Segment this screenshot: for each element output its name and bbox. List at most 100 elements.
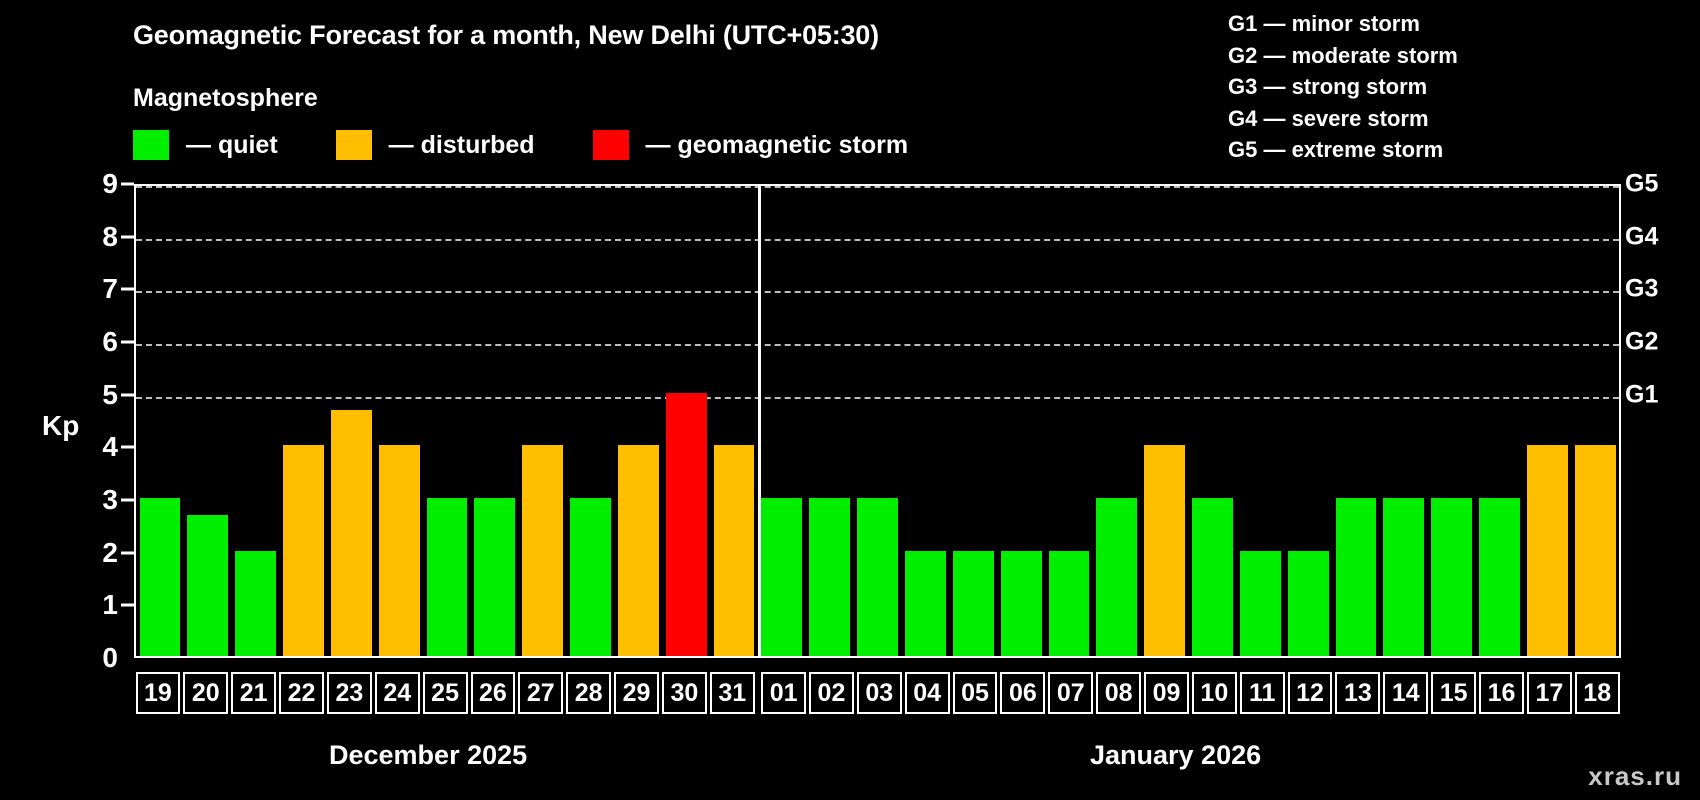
bar-day-05[interactable] xyxy=(952,550,994,656)
y-tick-label-0: 0 xyxy=(102,642,118,673)
bar-day-21[interactable] xyxy=(235,550,277,656)
day-label-07[interactable]: 07 xyxy=(1048,672,1094,714)
bar-day-18[interactable] xyxy=(1574,445,1616,656)
day-label-29[interactable]: 29 xyxy=(614,672,659,714)
bar-day-15[interactable] xyxy=(1431,498,1473,656)
bar-day-26[interactable] xyxy=(474,498,516,656)
bar-day-19[interactable] xyxy=(139,498,181,656)
day-label-17[interactable]: 17 xyxy=(1526,672,1572,714)
bar-day-31[interactable] xyxy=(713,445,755,656)
day-label-04[interactable]: 04 xyxy=(904,672,950,714)
day-label-24[interactable]: 24 xyxy=(374,672,420,714)
y-tick-mark-8 xyxy=(121,235,134,239)
legend-item-quiet: — quiet xyxy=(133,130,278,160)
bar-day-27[interactable] xyxy=(522,445,564,656)
y-tick-label-8: 8 xyxy=(102,220,118,252)
day-label-01[interactable]: 01 xyxy=(761,672,807,714)
day-label-30[interactable]: 30 xyxy=(661,672,707,714)
bar-day-09[interactable] xyxy=(1144,445,1186,656)
day-label-02[interactable]: 02 xyxy=(809,672,854,714)
bar-cell[interactable] xyxy=(997,186,1045,656)
bar-cell[interactable] xyxy=(614,186,662,656)
day-label-21[interactable]: 21 xyxy=(231,672,277,714)
bar-cell[interactable] xyxy=(949,186,997,656)
bar-cell[interactable] xyxy=(1428,186,1476,656)
day-label-26[interactable]: 26 xyxy=(470,672,516,714)
bar-day-14[interactable] xyxy=(1383,498,1425,656)
day-label-22[interactable]: 22 xyxy=(279,672,324,714)
day-label-19[interactable]: 19 xyxy=(135,672,181,714)
bar-cell[interactable] xyxy=(758,186,806,656)
g-axis: G1 G2 G3 G4 G5 xyxy=(1625,170,1700,658)
bar-cell[interactable] xyxy=(375,186,423,656)
bar-day-07[interactable] xyxy=(1048,550,1090,656)
bar-cell[interactable] xyxy=(519,186,567,656)
bar-day-20[interactable] xyxy=(187,515,229,656)
bar-cell[interactable] xyxy=(471,186,519,656)
day-label-31[interactable]: 31 xyxy=(709,672,755,714)
day-label-28[interactable]: 28 xyxy=(566,672,612,714)
day-label-25[interactable]: 25 xyxy=(422,672,468,714)
bar-cell[interactable] xyxy=(280,186,328,656)
bar-day-25[interactable] xyxy=(426,498,468,656)
day-label-13[interactable]: 13 xyxy=(1335,672,1381,714)
day-label-20[interactable]: 20 xyxy=(183,672,229,714)
bar-day-11[interactable] xyxy=(1239,550,1281,656)
bar-day-10[interactable] xyxy=(1192,498,1233,656)
bar-day-29[interactable] xyxy=(617,445,659,656)
day-label-10[interactable]: 10 xyxy=(1191,672,1237,714)
day-label-23[interactable]: 23 xyxy=(326,672,372,714)
bar-cell[interactable] xyxy=(1141,186,1189,656)
bar-cell[interactable] xyxy=(806,186,854,656)
day-label-06[interactable]: 06 xyxy=(1000,672,1046,714)
bar-day-08[interactable] xyxy=(1096,498,1138,656)
day-label-15[interactable]: 15 xyxy=(1431,672,1477,714)
bar-cell[interactable] xyxy=(1284,186,1332,656)
day-label-05[interactable]: 05 xyxy=(952,672,998,714)
bar-cell[interactable] xyxy=(1571,186,1619,656)
bar-cell[interactable] xyxy=(1045,186,1093,656)
bar-cell[interactable] xyxy=(232,186,280,656)
day-label-16[interactable]: 16 xyxy=(1479,672,1524,714)
bar-cell[interactable] xyxy=(1476,186,1524,656)
bar-day-12[interactable] xyxy=(1287,550,1329,656)
bar-cell[interactable] xyxy=(1523,186,1571,656)
bar-cell[interactable] xyxy=(1236,186,1284,656)
bar-day-22[interactable] xyxy=(283,445,324,656)
bar-day-01[interactable] xyxy=(761,498,803,656)
bar-day-06[interactable] xyxy=(1000,550,1042,656)
day-label-03[interactable]: 03 xyxy=(856,672,902,714)
bar-day-30[interactable] xyxy=(665,392,707,656)
bar-cell[interactable] xyxy=(710,186,758,656)
bar-cell[interactable] xyxy=(1189,186,1237,656)
bar-cell[interactable] xyxy=(423,186,471,656)
bar-cell[interactable] xyxy=(1093,186,1141,656)
bar-day-16[interactable] xyxy=(1479,498,1520,656)
day-label-18[interactable]: 18 xyxy=(1574,672,1620,714)
bar-cell[interactable] xyxy=(327,186,375,656)
bar-day-02[interactable] xyxy=(809,498,851,656)
day-label-14[interactable]: 14 xyxy=(1383,672,1429,714)
bar-cell[interactable] xyxy=(136,186,184,656)
bar-cell[interactable] xyxy=(1380,186,1428,656)
bar-day-28[interactable] xyxy=(570,498,611,656)
g-tick-label-G1: G1 xyxy=(1625,380,1659,409)
bar-day-24[interactable] xyxy=(378,445,420,656)
bar-cell[interactable] xyxy=(854,186,902,656)
bar-cell[interactable] xyxy=(184,186,232,656)
bar-cell[interactable] xyxy=(1332,186,1380,656)
day-label-12[interactable]: 12 xyxy=(1287,672,1333,714)
day-label-09[interactable]: 09 xyxy=(1144,672,1189,714)
bar-cell[interactable] xyxy=(662,186,710,656)
bar-cell[interactable] xyxy=(902,186,950,656)
bar-day-03[interactable] xyxy=(857,498,898,656)
day-label-08[interactable]: 08 xyxy=(1096,672,1142,714)
bar-day-23[interactable] xyxy=(330,410,372,656)
bar-cell[interactable] xyxy=(567,186,615,656)
bar-day-13[interactable] xyxy=(1335,498,1377,656)
bar-day-17[interactable] xyxy=(1526,445,1568,656)
day-label-11[interactable]: 11 xyxy=(1239,672,1285,714)
bar-day-04[interactable] xyxy=(905,550,946,656)
day-label-27[interactable]: 27 xyxy=(518,672,564,714)
g-scale-legend: G1 — minor storm G2 — moderate storm G3 … xyxy=(1228,8,1458,166)
